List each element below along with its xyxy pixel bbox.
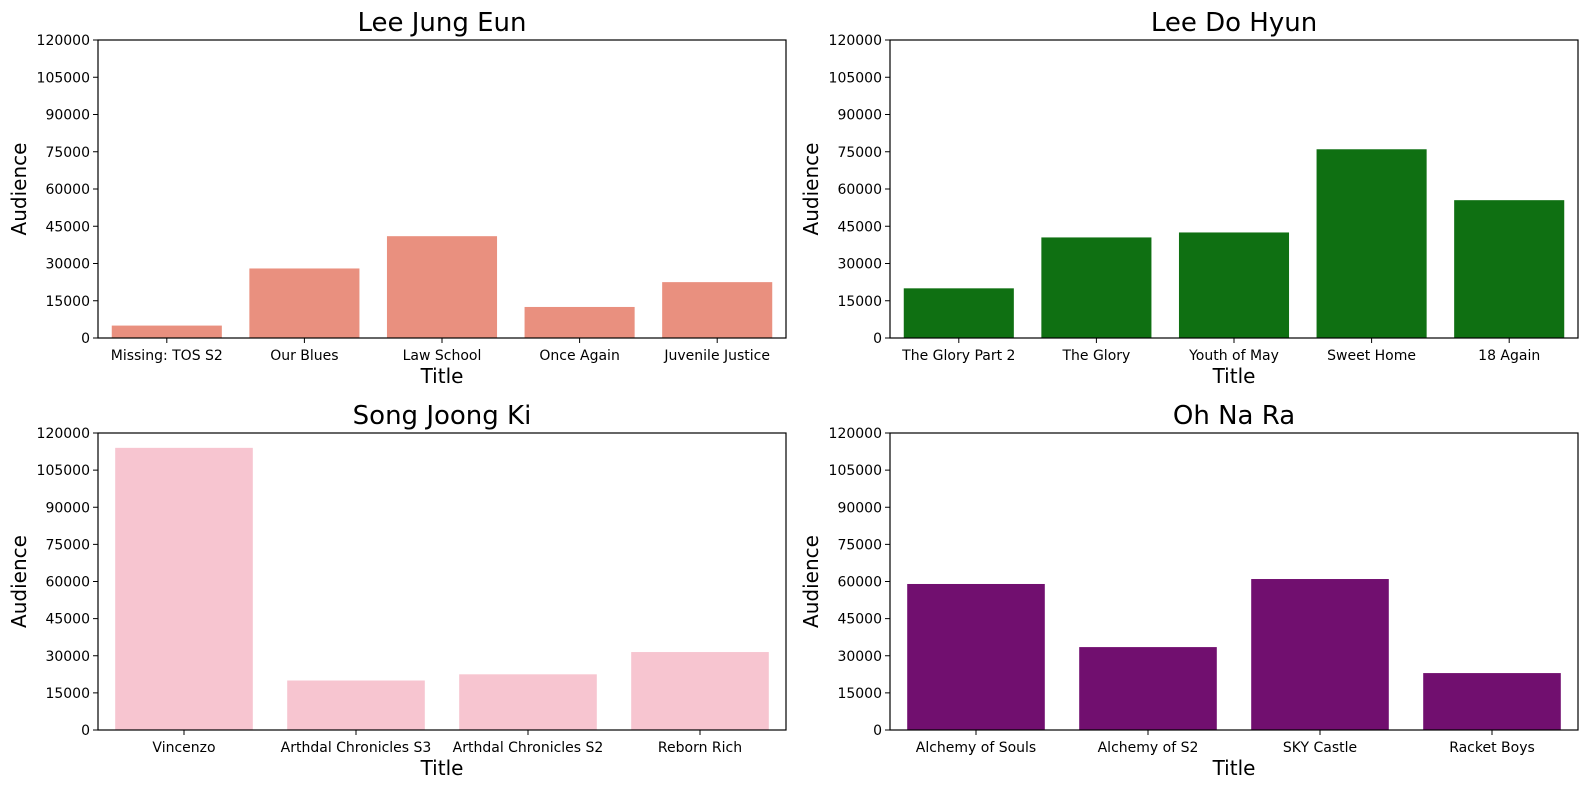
y-tick-label: 75000 [837,145,882,161]
bar [907,583,1045,730]
bar [1423,673,1561,730]
x-tick-label: The Glory Part 2 [901,348,1015,364]
x-tick-label: 18 Again [1478,348,1540,364]
subplot-3: 0 15000 30000 45000 60000 75000 90000 105000 120… [7,401,787,780]
x-tick-label: Once Again [539,348,619,364]
bar [459,674,597,730]
x-tick-label: The Glory [1061,348,1130,364]
x-tick-label: Our Blues [270,348,338,364]
y-tick-label: 60000 [45,182,90,198]
bar [1178,232,1290,338]
x-tick-label: Sweet Home [1327,348,1416,364]
x-tick-label: Youth of May [1188,348,1279,364]
subplot-2: 0 15000 30000 45000 60000 75000 90000 105000 120… [799,8,1579,388]
bar [662,282,773,339]
y-axis-label: Audience [7,535,31,628]
x-tick-label: SKY Castle [1283,740,1357,756]
y-tick-label: 30000 [837,649,882,665]
bar [1251,579,1389,730]
y-tick-label: 120000 [829,426,882,442]
bar [1041,237,1152,338]
bar [115,447,253,730]
x-tick-label: Alchemy of S2 [1098,740,1199,756]
y-tick-label: 15000 [45,294,90,310]
y-tick-label: 90000 [837,108,882,124]
bar [1316,149,1427,338]
y-tick-label: 0 [873,331,882,347]
y-tick-label: 90000 [837,500,882,516]
subplot-1: 0 15000 30000 45000 60000 75000 90000 105000 120… [7,8,787,388]
bar [631,652,769,730]
y-tick-label: 15000 [837,294,882,310]
y-tick-label: 0 [81,723,90,739]
chart-title: Oh Na Ra [1173,401,1295,431]
y-tick-label: 75000 [45,537,90,553]
y-axis-label: Audience [799,143,823,236]
x-tick-label: Vincenzo [152,740,215,756]
x-tick-label: Law School [403,348,482,364]
bar [386,236,498,338]
y-tick-label: 0 [81,331,90,347]
y-tick-label: 45000 [45,219,90,235]
bar [111,325,222,338]
x-tick-label: Alchemy of Souls [916,740,1036,756]
bar [1079,647,1217,730]
y-tick-label: 30000 [45,649,90,665]
bar [249,268,360,338]
y-tick-label: 90000 [45,500,90,516]
chart-title: Lee Jung Eun [357,8,526,38]
y-tick-label: 105000 [829,70,882,86]
y-tick-label: 45000 [45,612,90,628]
bar [1454,200,1565,338]
y-tick-label: 45000 [837,612,882,628]
y-tick-label: 15000 [45,686,90,702]
subplot-4: 0 15000 30000 45000 60000 75000 90000 105000 120… [799,401,1579,780]
x-tick-label: Racket Boys [1449,740,1535,756]
x-tick-label: Arthdal Chronicles S2 [453,740,604,756]
x-axis-label: Title [420,364,464,388]
bar [287,680,425,730]
chart-title: Song Joong Ki [353,401,532,431]
bar [524,306,635,338]
y-tick-label: 120000 [37,33,90,49]
y-tick-label: 105000 [37,463,90,479]
y-axis-label: Audience [799,535,823,628]
y-tick-label: 75000 [837,537,882,553]
x-tick-label: Arthdal Chronicles S3 [281,740,432,756]
x-tick-label: Juvenile Justice [663,348,770,364]
x-tick-label: Reborn Rich [658,740,742,756]
y-tick-label: 60000 [837,575,882,591]
y-tick-label: 90000 [45,108,90,124]
y-tick-label: 15000 [837,686,882,702]
y-tick-label: 105000 [829,463,882,479]
y-tick-label: 60000 [45,575,90,591]
y-tick-label: 30000 [837,257,882,273]
x-axis-label: Title [420,756,464,780]
y-axis-label: Audience [7,143,31,236]
x-axis-label: Title [1212,756,1256,780]
y-tick-label: 45000 [837,219,882,235]
y-tick-label: 60000 [837,182,882,198]
y-tick-label: 75000 [45,145,90,161]
y-tick-label: 120000 [829,33,882,49]
y-tick-label: 120000 [37,426,90,442]
x-tick-label: Missing: TOS S2 [111,348,223,364]
bar [903,288,1014,338]
y-tick-label: 105000 [37,70,90,86]
x-axis-label: Title [1212,364,1256,388]
y-tick-label: 0 [873,723,882,739]
chart-title: Lee Do Hyun [1151,8,1317,38]
y-tick-label: 30000 [45,257,90,273]
